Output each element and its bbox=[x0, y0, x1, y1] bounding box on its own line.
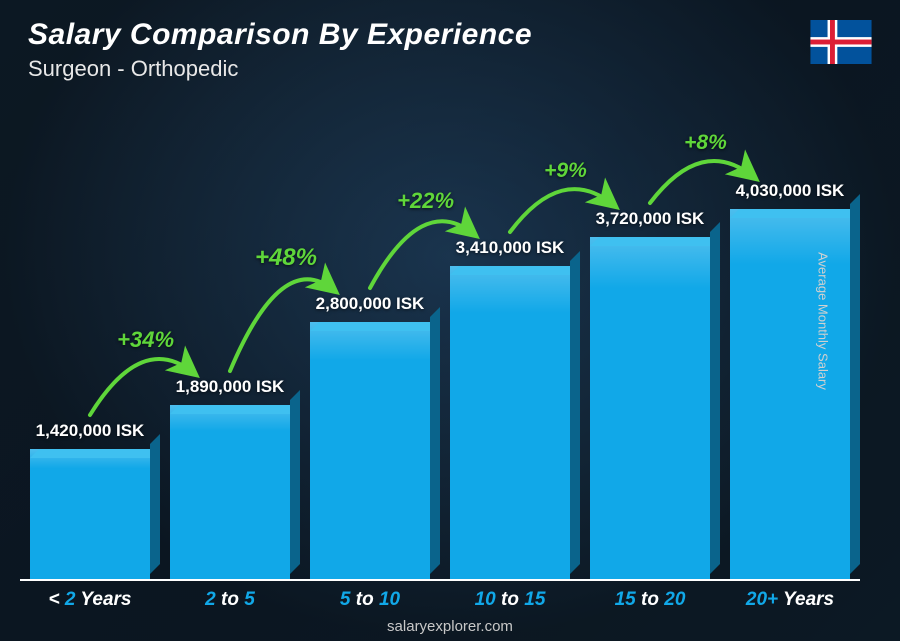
x-axis-label: 5 to 10 bbox=[310, 589, 430, 611]
bar-value-label: 1,890,000 ISK bbox=[176, 377, 285, 397]
bar-3d bbox=[310, 322, 430, 579]
bar-side-face bbox=[430, 307, 440, 574]
bar-side-face bbox=[850, 194, 860, 574]
bar-top-face bbox=[30, 449, 159, 458]
x-axis-label: 15 to 20 bbox=[590, 589, 710, 611]
bar-3d bbox=[450, 266, 570, 579]
bar-front-face bbox=[450, 266, 570, 579]
bar-value-label: 3,410,000 ISK bbox=[456, 238, 565, 258]
bar-side-face bbox=[570, 251, 580, 574]
x-axis-label: 20+ Years bbox=[730, 589, 850, 611]
bar-side-face bbox=[710, 222, 720, 574]
bar-3d bbox=[30, 449, 150, 579]
bar-3d bbox=[590, 237, 710, 579]
bar-top-face bbox=[170, 405, 299, 414]
chart-title: Salary Comparison By Experience bbox=[28, 18, 872, 52]
bar-3d bbox=[170, 405, 290, 579]
bar-front-face bbox=[310, 322, 430, 579]
x-axis-label: 10 to 15 bbox=[450, 589, 570, 611]
bar-group: 3,720,000 ISK bbox=[590, 209, 710, 579]
bar-top-face bbox=[730, 209, 859, 218]
bar-group: 2,800,000 ISK bbox=[310, 294, 430, 579]
bar-front-face bbox=[170, 405, 290, 579]
bar-front-face bbox=[30, 449, 150, 579]
bar-group: 4,030,000 ISK bbox=[730, 181, 850, 579]
bar-top-face bbox=[450, 266, 579, 275]
bar-front-face bbox=[730, 209, 850, 579]
x-axis-label: 2 to 5 bbox=[170, 589, 290, 611]
bar-side-face bbox=[290, 390, 300, 574]
bars-area: 1,420,000 ISK 1,890,000 ISK 2,800,000 IS… bbox=[30, 109, 850, 579]
x-axis-labels: < 2 Years 2 to 5 5 to 10 10 to 15 15 to 20 20… bbox=[30, 589, 850, 611]
bar-group: 3,410,000 ISK bbox=[450, 238, 570, 579]
chart-container: Salary Comparison By Experience Surgeon … bbox=[0, 0, 900, 641]
x-axis-label: < 2 Years bbox=[30, 589, 150, 611]
bar-value-label: 3,720,000 ISK bbox=[596, 209, 705, 229]
y-axis-label: Average Monthly Salary bbox=[816, 252, 831, 390]
bar-value-label: 2,800,000 ISK bbox=[316, 294, 425, 314]
bar-top-face bbox=[310, 322, 439, 331]
bar-group: 1,890,000 ISK bbox=[170, 377, 290, 579]
bar-top-face bbox=[590, 237, 719, 246]
bar-3d bbox=[730, 209, 850, 579]
bar-group: 1,420,000 ISK bbox=[30, 421, 150, 579]
bar-value-label: 1,420,000 ISK bbox=[36, 421, 145, 441]
chart-baseline bbox=[20, 579, 860, 581]
bar-front-face bbox=[590, 237, 710, 579]
bar-side-face bbox=[150, 434, 160, 574]
chart-header: Salary Comparison By Experience Surgeon … bbox=[28, 18, 872, 82]
bar-value-label: 4,030,000 ISK bbox=[736, 181, 845, 201]
footer-attribution: salaryexplorer.com bbox=[0, 618, 900, 635]
iceland-flag-icon bbox=[810, 20, 872, 64]
chart-subtitle: Surgeon - Orthopedic bbox=[28, 56, 872, 82]
